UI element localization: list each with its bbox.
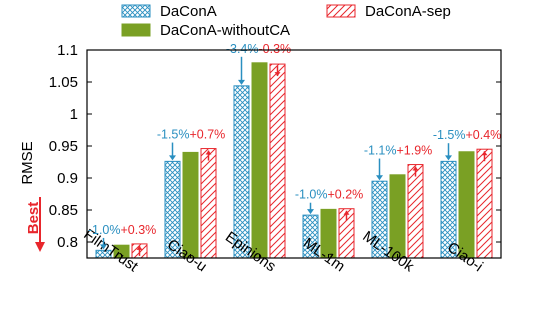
legend: DaConA DaConA-withoutCA DaConA-sep — [121, 3, 451, 39]
annotation-vs-without: -1.0% — [88, 223, 121, 237]
y-tick-label: 0.8 — [57, 234, 78, 251]
sep-arrow-head — [205, 150, 212, 155]
bar-dacona-sep-ciao-i — [476, 148, 493, 259]
best-arrow-head — [35, 242, 45, 252]
legend-label-without: DaConA-withoutCA — [160, 22, 290, 39]
annotation-vs-sep: +0.7% — [190, 128, 226, 142]
annotation-vs-sep: -0.3% — [259, 42, 292, 56]
annotation-vs-without: -1.5% — [157, 128, 190, 142]
best-label: Best — [25, 202, 42, 235]
bar-dacona-sep-ml-100k — [407, 164, 424, 259]
annotation-vs-sep: +0.3% — [121, 223, 157, 237]
annotation-vs-sep: +0.4% — [466, 128, 502, 142]
y-tick-label: 0.95 — [49, 138, 78, 155]
y-tick-label: 1.1 — [57, 42, 78, 59]
change-arrow-head — [307, 209, 314, 215]
sep-arrow-head — [136, 245, 143, 250]
y-axis-title: RMSE — [19, 141, 36, 184]
legend-swatch-without — [121, 23, 151, 37]
change-arrow-head — [238, 79, 245, 85]
annotation-vs-without: -1.5% — [433, 128, 466, 142]
bar-dacona-withoutca-ciao-u — [182, 151, 199, 259]
y-tick-label: 0.9 — [57, 170, 78, 187]
y-tick-label: 1.05 — [49, 74, 78, 91]
change-arrow-head — [100, 244, 107, 250]
legend-label-daconA: DaConA — [160, 3, 217, 20]
annotation-vs-without: -1.1% — [364, 144, 397, 158]
sep-arrow-head — [343, 210, 350, 215]
y-tick-label: 1 — [70, 106, 78, 123]
legend-swatch-daconA — [121, 4, 151, 18]
bar-dacona-withoutca-ciao-i — [458, 151, 475, 259]
annotation-vs-without: -1.0% — [295, 188, 328, 202]
plot-area: FilmTrust Ciao-u Epinions ML-1m ML-100k Ciao-… — [49, 42, 502, 276]
best-indicator: Best — [25, 197, 45, 252]
annotation-vs-sep: +0.2% — [328, 188, 364, 202]
annotation-vs-sep: +1.9% — [397, 144, 433, 158]
plot-frame — [86, 49, 502, 259]
change-arrow-head — [445, 155, 452, 161]
bar-dacona-sep-ciao-u — [200, 148, 217, 259]
change-arrow-head — [169, 155, 176, 161]
annotation-vs-without: -3.4% — [226, 42, 259, 56]
sep-arrow-head — [481, 151, 488, 156]
bar-dacona-withoutca-epinions — [251, 62, 268, 259]
bar-dacona-sep-epinions — [269, 63, 286, 259]
sep-arrow-head — [274, 72, 281, 77]
y-tick-label: 0.85 — [49, 202, 78, 219]
change-arrow-head — [376, 175, 383, 181]
legend-swatch-sep — [326, 4, 356, 18]
sep-arrow-head — [412, 166, 419, 171]
legend-label-sep: DaConA-sep — [365, 3, 451, 20]
